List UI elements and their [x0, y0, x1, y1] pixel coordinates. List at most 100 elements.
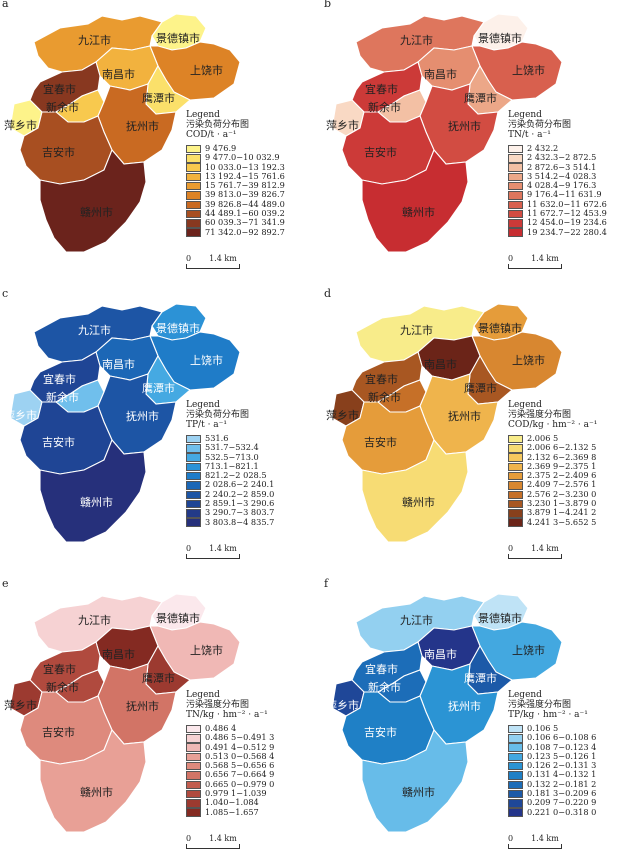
- legend-row: 9 477.0−10 032.9: [186, 152, 285, 163]
- legend-class-label: 13 192.4−15 761.6: [205, 170, 285, 181]
- legend-row: 44 489.1−60 039.2: [186, 208, 285, 219]
- region-吉安市: [19, 401, 113, 475]
- legend-swatch: [508, 490, 523, 500]
- city-label: 鹰潭市: [464, 672, 497, 685]
- legend-class-label: 0.568 5−0.656 6: [205, 760, 275, 771]
- region-吉安市: [341, 111, 435, 185]
- legend-class-label: 532.5−713.0: [205, 451, 259, 462]
- legend-row: 2 432.3−2 872.5: [508, 153, 607, 163]
- scale-bar-line: [186, 264, 240, 269]
- legend-swatch: [186, 209, 201, 219]
- legend-swatch: [186, 163, 201, 172]
- map-panel-d: d 九江市 景德镇市 上饶市 南昌市 宜春市 新余市 鹰潭市 萍乡市 抚州市 吉安市 赣州市 Legen…: [322, 287, 632, 572]
- region-赣州市: [39, 148, 147, 253]
- region-吉安市: [19, 111, 113, 185]
- legend-row: 0.979 1−1.039: [186, 788, 274, 799]
- city-label: 萍乡市: [4, 409, 37, 422]
- scale-zero: 0: [186, 254, 192, 263]
- scale-length: 1.4 km: [531, 544, 559, 553]
- legend-class-label: 2.132 6−2.369 8: [527, 451, 597, 462]
- legend-swatch: [508, 228, 523, 237]
- legend-title: Legend: [186, 690, 220, 700]
- city-label: 新余市: [368, 101, 401, 114]
- city-label: 赣州市: [402, 496, 435, 509]
- city-label: 宜春市: [365, 663, 398, 676]
- legend-swatch: [186, 499, 201, 509]
- legend-row: 0.513 0−0.568 4: [186, 751, 274, 762]
- legend-swatch: [186, 481, 201, 490]
- legend-title: Legend: [186, 400, 220, 410]
- legend-class-label: 0.486 4: [205, 723, 237, 733]
- region-吉安市: [341, 401, 435, 475]
- map-panel-a: a 九江市 景德镇市 上饶市 南昌市 宜春市 新余市 鹰潭市 萍乡市 抚州市 吉安市 赣州市 Legen…: [0, 0, 310, 282]
- legend-row: 2.132 6−2.369 8: [508, 451, 597, 462]
- legend: Legend 污染负荷分布图 TN/t · a⁻¹ 2 432.2 2 432.3−2 …: [508, 110, 607, 237]
- scale-bar: 0 1.4 km: [508, 254, 562, 269]
- legend-class-label: 71 342.0−92 892.7: [205, 226, 285, 237]
- city-label: 上饶市: [512, 354, 545, 367]
- city-label: 景德镇市: [478, 32, 522, 45]
- legend-row: 3.230 1−3.879 0: [508, 498, 597, 509]
- legend-class-label: 1.085−1.657: [205, 806, 259, 817]
- legend-class-label: 0.491 4−0.512 9: [205, 741, 275, 752]
- legend-class-label: 3 803.8−4 835.7: [205, 516, 275, 527]
- legend-row: 3 514.2−4 028.3: [508, 171, 607, 182]
- legend-swatch: [186, 752, 201, 762]
- legend-class-label: 2 872.6−3 514.1: [527, 161, 597, 172]
- legend-row: 1.040−1.084: [186, 798, 274, 808]
- legend-class-label: 0.106 6−0.108 6: [527, 732, 597, 743]
- legend-row: 2.006 6−2.132 5: [508, 443, 597, 453]
- scale-length: 1.4 km: [209, 834, 237, 843]
- legend-class-label: 0.131 4−0.132 1: [527, 769, 597, 780]
- legend-row: 4.241 3−5.652 5: [508, 517, 597, 527]
- city-label: 抚州市: [126, 120, 159, 133]
- legend-class-label: 2 028.6−2 240.1: [205, 479, 275, 490]
- legend-subtitle: 污染强度分布图: [508, 410, 572, 420]
- legend-row: 2 859.1−3 290.6: [186, 498, 274, 509]
- legend-row: 0.132 2−0.181 2: [508, 779, 596, 790]
- legend: Legend 污染强度分布图 TN/kg · hm⁻² · a⁻¹ 0.486 4 0.…: [186, 690, 274, 817]
- scale-bar-line: [186, 844, 240, 849]
- legend-swatch: [186, 434, 201, 444]
- legend-swatch: [186, 743, 201, 752]
- legend-class-label: 2.375 2−2.409 6: [527, 470, 597, 481]
- legend-swatch: [186, 154, 201, 163]
- legend-class-label: 44 489.1−60 039.2: [205, 208, 285, 219]
- legend-swatch: [508, 163, 523, 172]
- city-label: 宜春市: [365, 373, 398, 386]
- scale-length: 1.4 km: [531, 834, 559, 843]
- panel-letter-f: f: [324, 577, 329, 590]
- city-label: 新余市: [368, 391, 401, 404]
- legend-row: 531.7−532.4: [186, 443, 274, 453]
- legend-row: 2.369 9−2.375 1: [508, 461, 597, 472]
- legend-class-label: 9 477.0−10 032.9: [205, 152, 280, 163]
- legend-row: 2 028.6−2 240.1: [186, 479, 275, 490]
- scale-bar: 0 1.4 km: [186, 254, 240, 269]
- legend-row: 0.221 0−0.318 0: [508, 807, 596, 817]
- legend-row: 0.181 3−0.209 6: [508, 788, 596, 799]
- legend-row: 3 290.7−3 803.7: [186, 507, 275, 518]
- legend-row: 13 192.4−15 761.6: [186, 170, 285, 182]
- legend-class-label: 0.108 7−0.123 4: [527, 741, 597, 752]
- legend-class-label: 3 290.7−3 803.7: [205, 507, 275, 518]
- city-label: 上饶市: [190, 64, 223, 77]
- region-赣州市: [361, 148, 469, 253]
- city-label: 南昌市: [424, 68, 457, 81]
- legend-class-label: 11 672.7−12 453.9: [527, 208, 607, 219]
- legend-row: 11 632.0−11 672.6: [508, 199, 607, 210]
- city-label: 南昌市: [102, 648, 135, 661]
- city-label: 南昌市: [102, 68, 135, 81]
- legend-class-label: 2 240.2−2 859.0: [205, 488, 275, 499]
- legend-class-label: 15 761.7−39 812.9: [205, 180, 285, 191]
- panel-letter-c: c: [2, 287, 9, 300]
- city-label: 九江市: [78, 324, 111, 337]
- city-label: 景德镇市: [156, 32, 200, 45]
- legend-swatch: [508, 761, 523, 771]
- legend-class-label: 0.656 7−0.664 9: [205, 769, 275, 780]
- legend-class-label: 531.6: [205, 433, 229, 443]
- legend-row: 19 234.7−22 280.4: [508, 227, 607, 237]
- legend-swatch: [186, 780, 201, 790]
- city-label: 宜春市: [365, 83, 398, 96]
- legend-swatch: [508, 462, 523, 472]
